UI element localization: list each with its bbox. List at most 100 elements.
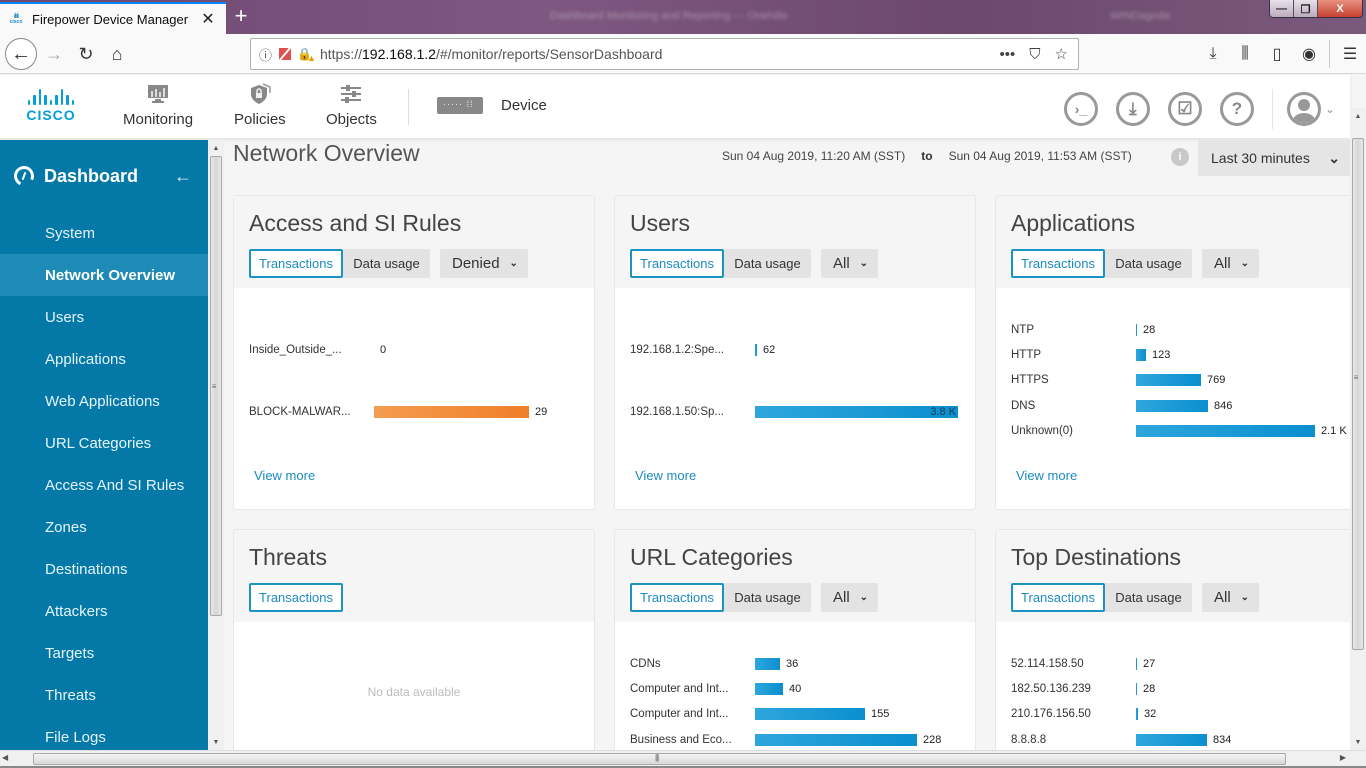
sidebar-item-network-overview[interactable]: Network Overview — [0, 254, 208, 296]
view-more-link[interactable]: View more — [1016, 468, 1078, 483]
cli-console-icon[interactable]: ›_ — [1063, 92, 1098, 126]
sidebar-item-attackers[interactable]: Attackers — [45, 602, 108, 620]
bar-row[interactable]: 210.176.156.50 32 — [1011, 708, 1157, 720]
bar-row[interactable]: 192.168.1.2:Spe... 62 — [630, 344, 776, 356]
scroll-thumb[interactable] — [210, 156, 222, 616]
transactions-toggle[interactable]: Transactions — [249, 583, 343, 612]
close-tab-icon[interactable]: ✕ — [201, 11, 215, 28]
bar-row[interactable]: Business and Eco... 228 — [630, 734, 942, 746]
bar-row[interactable]: HTTPS 769 — [1011, 374, 1226, 386]
url-text[interactable]: https://192.168.1.2/#/monitor/reports/Se… — [319, 46, 663, 62]
deployment-icon[interactable]: ⤓ — [1115, 92, 1150, 126]
page-vertical-scrollbar[interactable]: ▲ ≡ ▼ — [1350, 108, 1366, 750]
reload-button[interactable]: ↻ — [78, 43, 94, 64]
transactions-toggle[interactable]: Transactions — [1011, 249, 1105, 278]
bar-row[interactable]: NTP 28 — [1011, 324, 1156, 336]
home-button[interactable]: ⌂ — [111, 43, 123, 64]
bar-row[interactable]: 8.8.8.8 834 — [1011, 734, 1232, 746]
transactions-toggle[interactable]: Transactions — [630, 249, 724, 278]
data-usage-toggle[interactable]: Data usage — [1105, 249, 1192, 278]
filter-dropdown[interactable]: Denied ⌄ — [440, 249, 528, 278]
sidebar-scrollbar[interactable]: ▲ ≡ ▼ — [208, 140, 224, 750]
downloads-icon[interactable]: ⤓ — [1209, 45, 1217, 62]
transactions-toggle[interactable]: Transactions — [630, 583, 724, 612]
scroll-down-arrow[interactable]: ▼ — [212, 738, 220, 746]
time-range-select[interactable]: Last 30 minutes ⌄ — [1198, 140, 1350, 176]
transactions-toggle[interactable]: Transactions — [249, 249, 343, 278]
sidebar-item-zones[interactable]: Zones — [45, 518, 87, 536]
card-threats: Threats Transactions No data available — [233, 529, 595, 750]
minimize-button[interactable]: — — [1270, 0, 1294, 17]
bar-row[interactable]: BLOCK-MALWAR... 29 — [249, 406, 548, 418]
scroll-up-arrow[interactable]: ▲ — [1354, 112, 1362, 120]
nav-device[interactable]: Device — [437, 97, 547, 114]
browser-tab[interactable]: ılıılı cisco Firepower Device Manager ✕ — [0, 2, 226, 34]
sidebar-item-destinations[interactable]: Destinations — [45, 560, 128, 578]
bar-row[interactable]: Unknown(0) 2.1 K — [1011, 425, 1347, 437]
filter-dropdown[interactable]: All ⌄ — [1202, 583, 1260, 612]
view-more-link[interactable]: View more — [254, 468, 316, 483]
address-bar[interactable]: ⓘ 🔒 ▲ https://192.168.1.2/#/monitor/repor… — [250, 38, 1079, 70]
bar-row[interactable]: CDNs 36 — [630, 658, 799, 670]
view-more-link[interactable]: View more — [635, 468, 697, 483]
bar-row[interactable]: 192.168.1.50:Sp... 3.8 K — [630, 406, 958, 418]
sidebar-item-web-applications[interactable]: Web Applications — [45, 392, 160, 410]
sidebar-toggle-icon[interactable]: ▯ — [1272, 46, 1282, 63]
bookmark-star-icon[interactable]: ☆ — [1054, 46, 1068, 63]
nav-objects[interactable]: Objects — [326, 83, 377, 128]
info-circle-icon[interactable]: ⓘ — [259, 47, 273, 63]
bar-row[interactable]: HTTP 123 — [1011, 349, 1171, 361]
bar-row[interactable]: 182.50.136.239 28 — [1011, 683, 1156, 695]
blocked-content-icon[interactable] — [279, 48, 292, 60]
chevron-down-icon: ⌄ — [509, 258, 518, 269]
chevron-down-icon[interactable]: ⌄ — [1324, 102, 1335, 116]
scroll-right-arrow[interactable]: ▶ — [1339, 753, 1346, 762]
pocket-icon[interactable]: ⛉ — [1029, 45, 1041, 63]
bar-row[interactable]: Computer and Int... 155 — [630, 708, 890, 720]
collapse-arrow-icon[interactable]: ← — [174, 165, 192, 186]
scroll-up-arrow[interactable]: ▲ — [212, 144, 220, 152]
forward-button[interactable]: → — [45, 43, 63, 64]
transactions-toggle[interactable]: Transactions — [1011, 583, 1105, 612]
bar-row[interactable]: 52.114.158.50 27 — [1011, 658, 1156, 670]
bar-row[interactable]: Inside_Outside_... 0 — [249, 344, 387, 356]
filter-dropdown[interactable]: All ⌄ — [1202, 249, 1260, 278]
sidebar-item-file-logs[interactable]: File Logs — [45, 728, 106, 746]
horizontal-scrollbar[interactable]: ◀ ||| ▶ — [0, 750, 1366, 766]
new-tab-button[interactable]: + — [234, 3, 248, 28]
back-button[interactable]: ← — [5, 38, 37, 70]
nav-policies[interactable]: Policies — [234, 83, 286, 128]
sidebar-item-users[interactable]: Users — [45, 308, 85, 326]
bar-row[interactable]: Computer and Int... 40 — [630, 683, 802, 695]
close-window-button[interactable]: X — [1318, 0, 1362, 17]
info-icon[interactable]: i — [1171, 148, 1189, 166]
nav-monitoring[interactable]: Monitoring — [123, 83, 193, 128]
filter-dropdown[interactable]: All ⌄ — [821, 583, 879, 612]
task-list-icon[interactable]: ☑ — [1167, 92, 1202, 126]
help-icon[interactable]: ? — [1219, 92, 1254, 126]
data-usage-toggle[interactable]: Data usage — [1105, 583, 1192, 612]
scroll-left-arrow[interactable]: ◀ — [2, 753, 9, 762]
sidebar-item-system[interactable]: System — [45, 224, 96, 242]
sidebar-item-applications[interactable]: Applications — [45, 350, 126, 368]
data-usage-toggle[interactable]: Data usage — [724, 583, 811, 612]
data-usage-toggle[interactable]: Data usage — [724, 249, 811, 278]
scroll-thumb[interactable] — [1352, 138, 1364, 650]
page-actions-icon[interactable]: ••• — [999, 45, 1016, 63]
account-icon[interactable]: ◉ — [1302, 46, 1316, 63]
scroll-thumb[interactable] — [33, 753, 1286, 765]
filter-dropdown[interactable]: All ⌄ — [821, 249, 879, 278]
library-icon[interactable]: ⫼ — [1241, 45, 1249, 62]
user-avatar-icon[interactable] — [1286, 92, 1321, 126]
sidebar-item-targets[interactable]: Targets — [45, 644, 95, 662]
scroll-down-arrow[interactable]: ▼ — [1354, 738, 1362, 746]
sidebar-item-url-categories[interactable]: URL Categories — [45, 434, 152, 452]
cisco-logo[interactable]: CISCO — [18, 87, 84, 125]
sidebar-item-threats[interactable]: Threats — [45, 686, 96, 704]
sidebar-item-access-si-rules[interactable]: Access And SI Rules — [45, 476, 185, 494]
hamburger-menu-icon[interactable]: ☰ — [1342, 46, 1358, 63]
insecure-lock-icon[interactable]: 🔒 ▲ — [297, 47, 316, 63]
data-usage-toggle[interactable]: Data usage — [343, 249, 430, 278]
maximize-button[interactable]: ❐ — [1294, 0, 1318, 17]
bar-row[interactable]: DNS 846 — [1011, 400, 1233, 412]
